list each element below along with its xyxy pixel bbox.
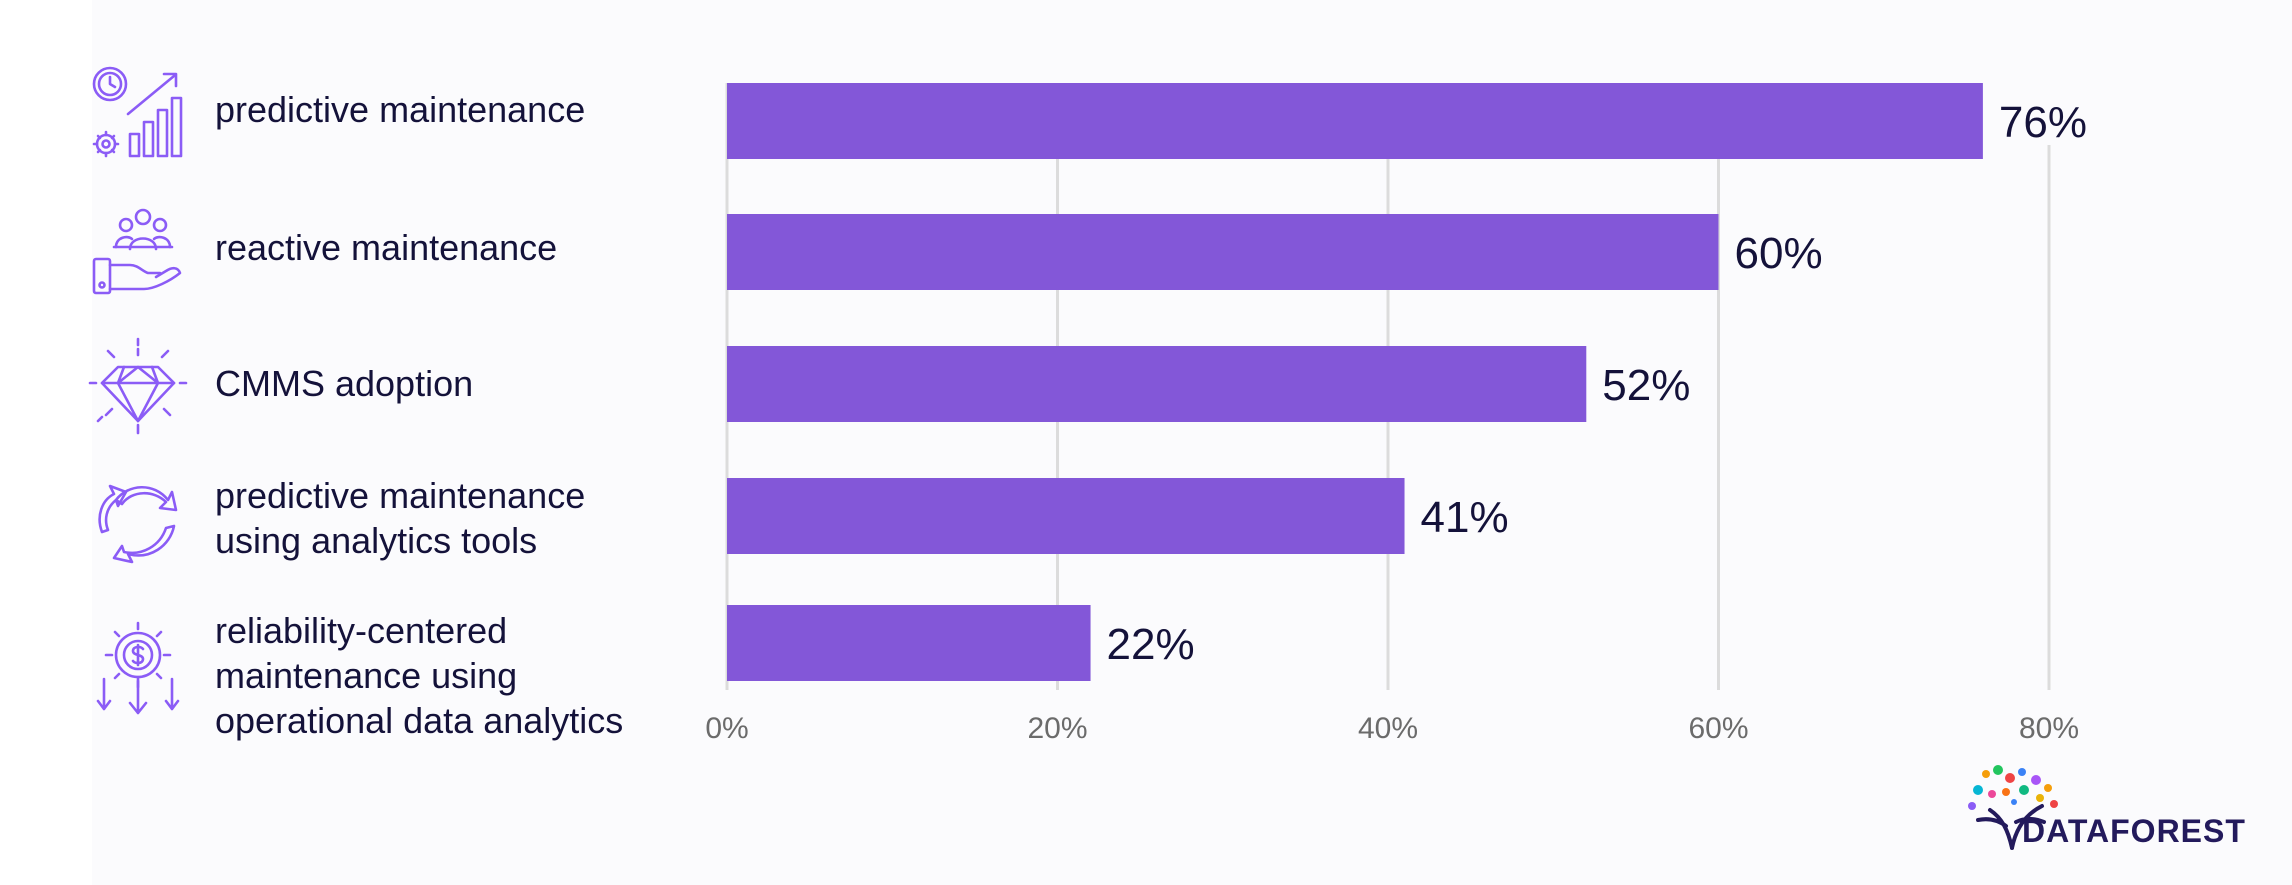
value-label-4: 41% <box>1421 493 1509 542</box>
category-label-4: predictive maintenance using analytics t… <box>215 475 586 561</box>
value-label-2: 60% <box>1735 229 1823 278</box>
tick-label-60: 60% <box>1688 712 1748 745</box>
growth-clock-gear-icon <box>88 62 188 162</box>
category-label-1: predictive maintenance <box>215 89 586 130</box>
bar-1 <box>727 83 1983 159</box>
category-label-5: reliability-centered maintenance using o… <box>215 610 624 741</box>
dataforest-logo <box>1968 765 2058 850</box>
category-label-3: CMMS adoption <box>215 363 474 404</box>
value-label-5: 22% <box>1107 620 1195 669</box>
value-label-1: 76% <box>1999 98 2087 147</box>
cycle-arrows-icon <box>88 470 188 570</box>
tick-label-40: 40% <box>1358 712 1418 745</box>
tick-label-80: 80% <box>2019 712 2079 745</box>
row-4-icon <box>88 470 188 570</box>
bar-3 <box>727 346 1587 422</box>
value-label-3: 52% <box>1602 361 1690 410</box>
tick-label-20: 20% <box>1027 712 1087 745</box>
bar-2 <box>727 214 1719 290</box>
row-1-icon <box>88 62 188 162</box>
category-label-2: reactive maintenance <box>215 227 558 268</box>
diamond-icon <box>88 335 188 435</box>
row-2-icon <box>88 203 188 303</box>
bar-4 <box>727 478 1405 554</box>
bar-5 <box>727 605 1091 681</box>
tick-label-0: 0% <box>705 712 748 745</box>
row-3-icon <box>88 335 188 435</box>
brand-name: DATAFOREST <box>2022 813 2246 849</box>
gear-dollar-icon <box>88 617 188 717</box>
people-hand-icon <box>88 203 188 303</box>
row-5-icon <box>88 617 188 717</box>
